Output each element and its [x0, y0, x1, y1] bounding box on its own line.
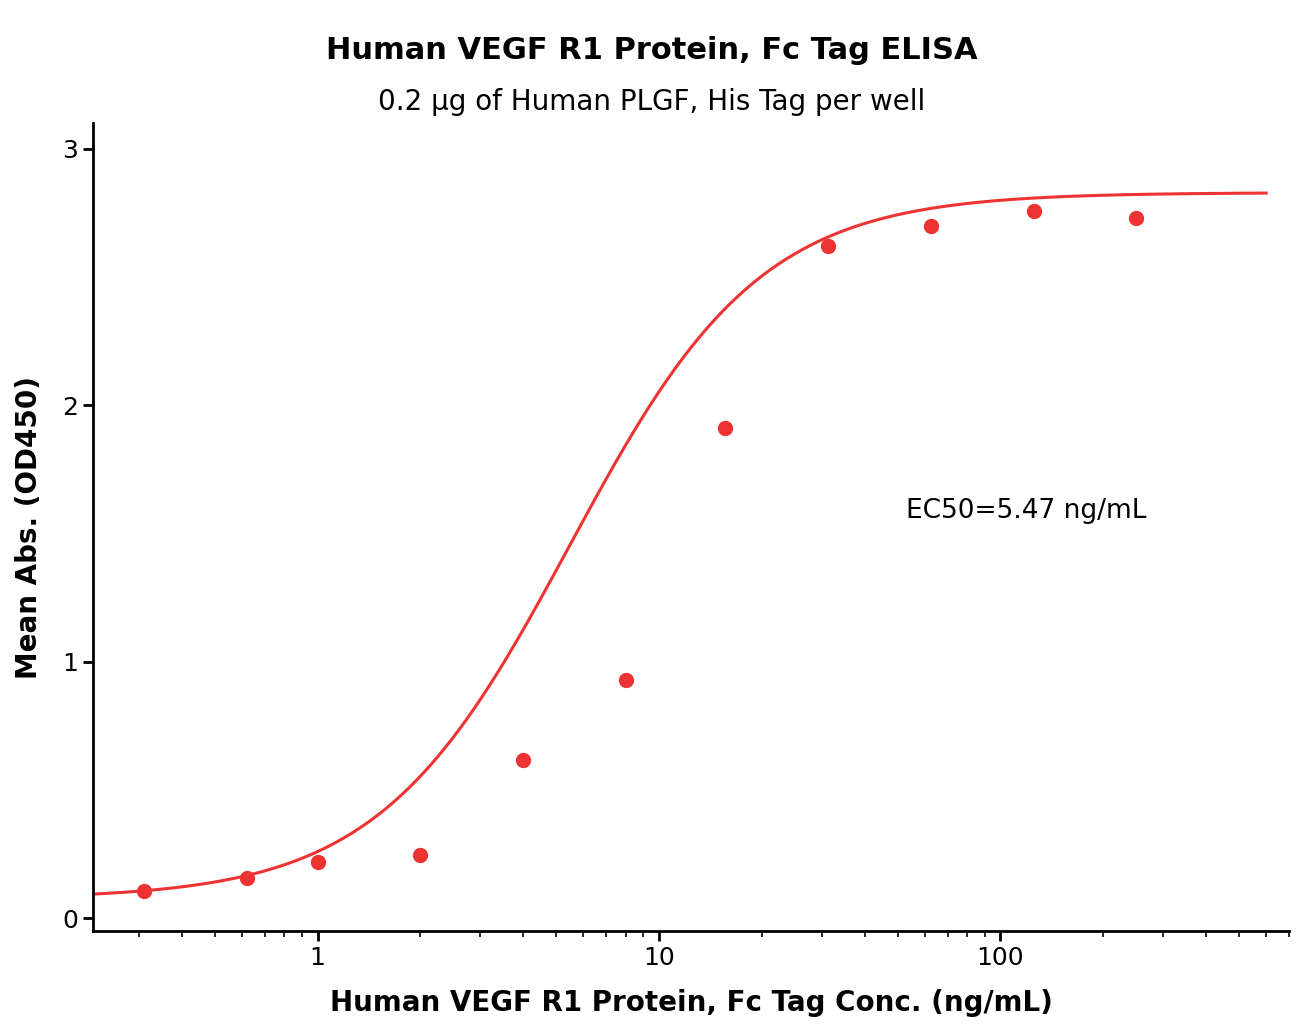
Y-axis label: Mean Abs. (OD450): Mean Abs. (OD450) — [16, 376, 43, 679]
X-axis label: Human VEGF R1 Protein, Fc Tag Conc. (ng/mL): Human VEGF R1 Protein, Fc Tag Conc. (ng/… — [330, 989, 1052, 1017]
Text: 0.2 μg of Human PLGF, His Tag per well: 0.2 μg of Human PLGF, His Tag per well — [378, 88, 926, 116]
Text: EC50=5.47 ng/mL: EC50=5.47 ng/mL — [906, 498, 1146, 524]
Text: Human VEGF R1 Protein, Fc Tag ELISA: Human VEGF R1 Protein, Fc Tag ELISA — [326, 36, 978, 65]
